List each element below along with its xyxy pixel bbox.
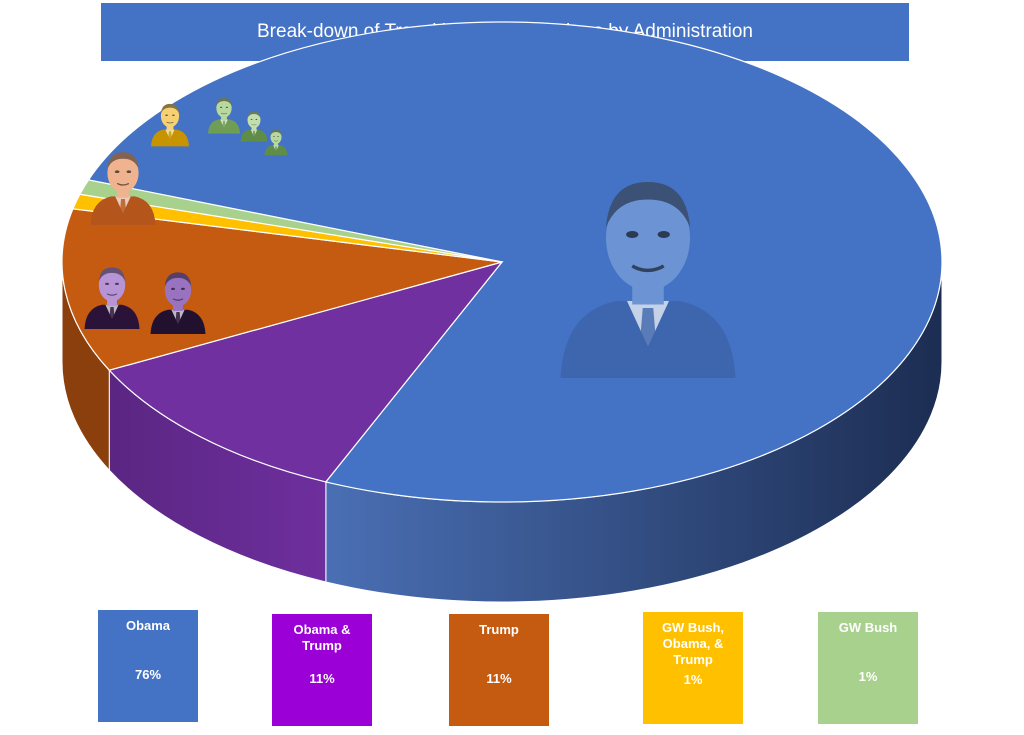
legend-label: Obama [125,618,171,633]
legend-item-obama-trump: Obama & Trump 11% [272,614,372,726]
legend-item-gw-bush-obama-trump: GW Bush, Obama, & Trump 1% [643,612,743,724]
legend-item-obama: Obama 76% [98,610,198,722]
obama-portrait-icon [560,182,736,378]
legend-label: GW Bush, Obama, & Trump [661,620,725,667]
slice-obama-trump [108,260,504,483]
trump-and-obama-portrait-icon-obama [150,272,206,334]
legend-label: Trump [479,622,519,637]
slice-gw-bush [78,179,503,263]
trump-and-obama-portrait-icon-trump [84,267,140,329]
bush-obama-trump-portrait-icon-1 [208,97,240,134]
slice-obama [87,21,943,503]
legend-label: Obama & Trump [293,622,351,653]
legend-value: 11% [486,671,512,686]
legend-value: 1% [683,672,703,687]
legend-value: 76% [134,667,162,682]
trump-portrait-icon [90,152,156,225]
legend-item-trump: Trump 11% [449,614,549,726]
bush-obama-trump-portrait-icon-2 [240,111,268,142]
legend-item-gw-bush: GW Bush 1% [818,612,918,724]
bush-obama-trump-portrait-icon-3 [264,129,288,156]
bush-portrait-icon [151,103,189,147]
legend-label: GW Bush [838,620,898,635]
legend-value: 1% [858,669,878,684]
legend-value: 11% [309,671,335,686]
